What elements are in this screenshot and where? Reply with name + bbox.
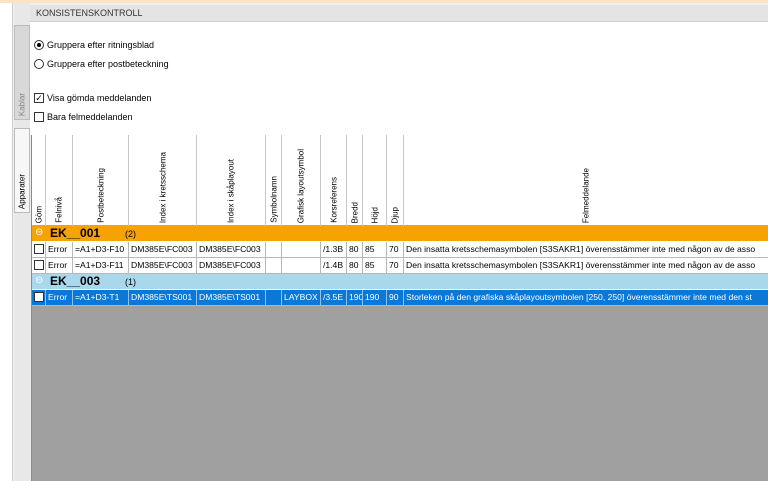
column-label: Korsreferens bbox=[329, 177, 338, 223]
hide-checkbox[interactable] bbox=[34, 260, 44, 270]
column-label: Felnivå bbox=[54, 197, 64, 223]
column-label: Höjd bbox=[370, 206, 379, 223]
checkbox-label[interactable]: Bara felmeddelanden bbox=[47, 112, 133, 122]
cell: Den insatta kretsschemasymbolen [S3SAKR1… bbox=[404, 242, 768, 257]
cell: /1.4B bbox=[321, 258, 347, 273]
cell: DM385E\TS001 bbox=[197, 290, 266, 305]
cell bbox=[282, 258, 321, 273]
cell: Error bbox=[46, 242, 73, 257]
data-row[interactable]: Error =A1+D3-F11 DM385E\FC003 DM385E\FC003/… bbox=[32, 258, 768, 274]
cell: DM385E\TS001 bbox=[129, 290, 197, 305]
cell: Error bbox=[46, 258, 73, 273]
expander[interactable]: ⊖ bbox=[35, 227, 44, 238]
group-count: (2) bbox=[125, 229, 136, 239]
panel-title: KONSISTENSKONTROLL bbox=[36, 8, 143, 18]
cell: =A1+D3-T1 bbox=[73, 290, 129, 305]
options-panel: Gruppera efter ritningsblad Gruppera efte… bbox=[30, 22, 768, 135]
group-row[interactable]: ⊖ EK__003 (1) bbox=[32, 274, 768, 290]
column-header[interactable]: Felmeddelande bbox=[404, 135, 768, 226]
tab-label: Kablar bbox=[17, 92, 27, 116]
cell: 80 bbox=[347, 258, 363, 273]
cell: Den insatta kretsschemasymbolen [S3SAKR1… bbox=[404, 258, 768, 273]
column-header[interactable]: Symbolnamn bbox=[266, 135, 282, 226]
hide-checkbox[interactable] bbox=[34, 292, 44, 302]
cell: DM385E\FC003 bbox=[129, 258, 197, 273]
column-header[interactable]: Index i kretsschema bbox=[129, 135, 197, 226]
group-name: EK__001 bbox=[50, 226, 101, 240]
cell: 70 bbox=[387, 242, 404, 257]
cell: /3.5E bbox=[321, 290, 347, 305]
group-name: EK__003 bbox=[50, 274, 101, 288]
column-header[interactable]: Djup bbox=[387, 135, 404, 226]
cell bbox=[266, 258, 282, 273]
cell: /1.3B bbox=[321, 242, 347, 257]
cell bbox=[266, 290, 282, 305]
left-panel bbox=[0, 3, 13, 481]
column-label: Djup bbox=[390, 206, 400, 223]
tab[interactable]: Apparater bbox=[14, 128, 30, 213]
header-row bbox=[32, 135, 768, 226]
radio[interactable] bbox=[34, 40, 44, 50]
cell: 190 bbox=[363, 290, 387, 305]
column-label: Index i skåplayout bbox=[226, 158, 236, 223]
group-row[interactable]: ⊖ EK__001 (2) bbox=[32, 226, 768, 242]
cell: 90 bbox=[387, 290, 404, 305]
cell bbox=[32, 242, 46, 257]
cell: DM385E\FC003 bbox=[197, 258, 266, 273]
cell bbox=[32, 290, 46, 305]
checkbox[interactable]: ✓ bbox=[34, 93, 44, 103]
cell: DM385E\FC003 bbox=[129, 242, 197, 257]
column-label: Symbolnamn bbox=[269, 176, 278, 223]
radio-label[interactable]: Gruppera efter ritningsblad bbox=[47, 40, 155, 50]
column-header[interactable]: Bredd bbox=[347, 135, 363, 226]
cell: Error bbox=[46, 290, 73, 305]
cell bbox=[266, 242, 282, 257]
column-header[interactable]: Grafisk layoutsymbol bbox=[282, 135, 321, 226]
column-label: Index i kretsschema bbox=[158, 151, 167, 223]
checkbox[interactable] bbox=[34, 112, 44, 122]
cell: =A1+D3-F11 bbox=[73, 258, 129, 273]
radio-label[interactable]: Gruppera efter postbeteckning bbox=[47, 59, 169, 69]
cell bbox=[32, 258, 46, 273]
column-header[interactable]: Postbeteckning bbox=[73, 135, 129, 226]
column-label: Göm bbox=[34, 205, 43, 223]
data-row[interactable]: Error =A1+D3-F10 DM385E\FC003 DM385E\FC003/… bbox=[32, 242, 768, 258]
checkbox-label[interactable]: Visa gömda meddelanden bbox=[47, 93, 152, 103]
expander[interactable]: ⊖ bbox=[35, 275, 44, 286]
cell: 85 bbox=[363, 258, 387, 273]
tab[interactable]: Kablar bbox=[14, 25, 30, 120]
cell: 70 bbox=[387, 258, 404, 273]
cell bbox=[282, 242, 321, 257]
radio[interactable] bbox=[34, 59, 44, 69]
column-label: Felmeddelande bbox=[581, 167, 591, 223]
cell: DM385E\FC003 bbox=[197, 242, 266, 257]
cell: =A1+D3-F10 bbox=[73, 242, 129, 257]
cell: LAYBOX bbox=[282, 290, 321, 305]
column-label: Postbeteckning bbox=[96, 168, 105, 223]
top-strip bbox=[0, 0, 768, 3]
column-header[interactable]: Göm bbox=[32, 135, 46, 226]
column-header[interactable]: Index i skåplayout bbox=[197, 135, 266, 226]
cell: Storleken på den grafiska skåplayoutsymb… bbox=[404, 290, 768, 305]
column-header[interactable]: Höjd bbox=[363, 135, 387, 226]
grid: Göm Felnivå Postbeteckning Index i kretssch… bbox=[31, 135, 768, 481]
radio-dot bbox=[37, 43, 41, 47]
column-label: Grafisk layoutsymbol bbox=[296, 148, 306, 223]
cell: 190 bbox=[347, 290, 363, 305]
cell: 80 bbox=[347, 242, 363, 257]
cell: 85 bbox=[363, 242, 387, 257]
column-header[interactable]: Korsreferens bbox=[321, 135, 347, 226]
hide-checkbox[interactable] bbox=[34, 244, 44, 254]
tab-label: Apparater bbox=[17, 173, 27, 209]
column-header[interactable]: Felnivå bbox=[46, 135, 73, 226]
data-row[interactable]: Error =A1+D3-T1 DM385E\TS001 DM385E\TS001 LA… bbox=[32, 290, 768, 306]
column-label: Bredd bbox=[350, 201, 359, 223]
tab-strip bbox=[14, 3, 30, 481]
group-count: (1) bbox=[125, 277, 136, 287]
panel-header: KONSISTENSKONTROLL bbox=[30, 5, 768, 22]
